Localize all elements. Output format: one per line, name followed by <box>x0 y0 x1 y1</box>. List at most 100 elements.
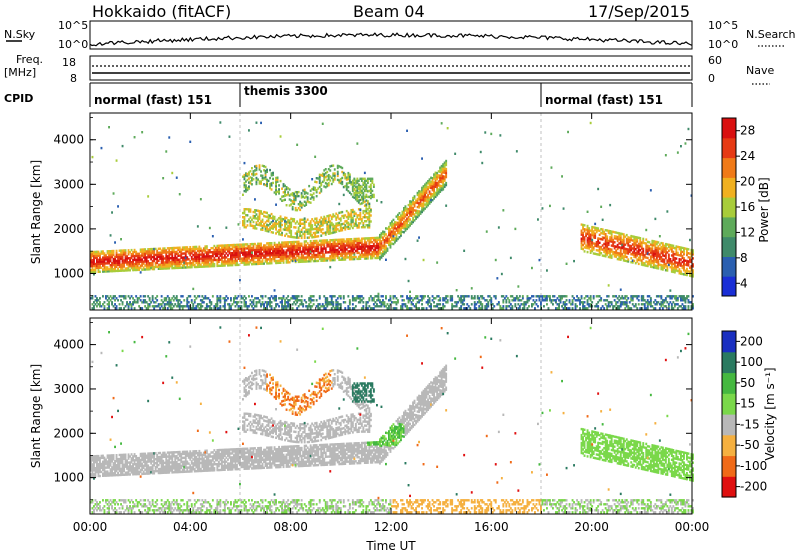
power-cell <box>439 186 442 189</box>
power-cell <box>424 199 426 202</box>
power-cell <box>479 303 482 306</box>
power-cell <box>642 303 645 306</box>
power-cell <box>586 230 589 234</box>
power-cell <box>446 295 449 298</box>
power-cell <box>163 297 166 300</box>
power-cell <box>115 255 118 259</box>
power-cell <box>397 221 399 225</box>
power-cell <box>416 211 419 215</box>
power-cell <box>363 251 366 254</box>
power-cell <box>306 232 309 235</box>
power-cell <box>129 297 131 300</box>
power-cell <box>290 235 293 239</box>
power-cell <box>427 204 429 207</box>
power-cell <box>386 239 389 242</box>
power-cell <box>363 200 366 203</box>
power-cell <box>329 165 332 168</box>
power-cell <box>309 299 312 302</box>
power-cell <box>204 245 207 248</box>
power-cell <box>440 184 443 188</box>
power-cell <box>661 303 664 306</box>
power-cell <box>404 209 407 212</box>
power-cell <box>654 248 657 251</box>
power-cell <box>440 172 443 176</box>
power-cell <box>266 262 268 265</box>
power-cell <box>132 301 134 304</box>
power-cell <box>607 239 610 243</box>
power-cell <box>586 246 589 250</box>
power-cell <box>278 247 280 250</box>
power-cell <box>362 253 365 256</box>
power-cell <box>415 199 417 202</box>
power-cell <box>357 222 360 225</box>
power-cell <box>395 237 398 240</box>
power-cell <box>312 186 315 189</box>
power-cell <box>287 229 290 232</box>
power-cell <box>360 245 363 248</box>
power-cell <box>240 261 243 264</box>
power-cell <box>312 227 315 231</box>
power-cell <box>359 239 362 242</box>
power-cell <box>300 295 303 298</box>
power-cell <box>416 193 419 197</box>
power-cell <box>175 252 178 256</box>
power-cell <box>425 185 428 189</box>
power-cell <box>171 262 174 266</box>
power-cell <box>205 305 208 308</box>
power-cell <box>204 307 207 310</box>
power-cell <box>600 252 603 255</box>
power-cell <box>314 241 317 245</box>
power-cell <box>630 246 633 250</box>
power-cell <box>410 200 413 203</box>
power-cell <box>580 233 583 236</box>
power-cell <box>398 226 401 229</box>
power-cell <box>342 238 345 241</box>
power-cell <box>606 237 609 240</box>
power-cell <box>481 297 484 300</box>
power-cell <box>595 305 598 308</box>
power-cell <box>345 178 348 181</box>
power-cell <box>354 239 357 243</box>
power-cell <box>628 240 631 243</box>
power-cell <box>266 260 268 263</box>
power-cell <box>407 226 410 229</box>
power-cell <box>586 250 589 254</box>
power-cell <box>96 297 98 300</box>
radar-title: Hokkaido (fitACF) <box>92 2 231 21</box>
power-cell <box>242 224 244 227</box>
power-cell <box>329 257 332 260</box>
power-cell <box>663 264 666 267</box>
power-cell <box>97 252 100 255</box>
power-cell <box>254 209 256 212</box>
power-cell <box>285 301 288 304</box>
power-cell <box>395 229 398 232</box>
power-cell <box>634 254 637 257</box>
power-cell <box>603 246 606 250</box>
power-cell <box>257 260 259 264</box>
power-cell <box>619 288 622 291</box>
power-cell <box>136 262 139 266</box>
power-cell <box>333 248 336 252</box>
power-cell <box>114 263 116 267</box>
power-cell <box>251 305 253 308</box>
power-cell <box>269 246 271 249</box>
power-cell <box>336 250 339 254</box>
power-cell <box>111 265 113 269</box>
power-cell <box>133 262 136 266</box>
power-cell <box>443 297 446 300</box>
power-cell <box>252 256 255 260</box>
power-cell <box>96 299 98 302</box>
power-cell <box>111 251 113 255</box>
power-cell <box>184 248 187 251</box>
power-cell <box>269 303 271 306</box>
power-cell <box>186 299 189 302</box>
power-cell <box>660 245 663 249</box>
power-cell <box>366 190 369 193</box>
power-cell <box>365 189 368 193</box>
power-cell <box>320 220 323 223</box>
power-cell <box>159 253 162 256</box>
power-cell <box>383 301 386 304</box>
power-cell <box>655 264 658 268</box>
power-cell <box>263 246 265 249</box>
power-cell <box>657 247 660 250</box>
